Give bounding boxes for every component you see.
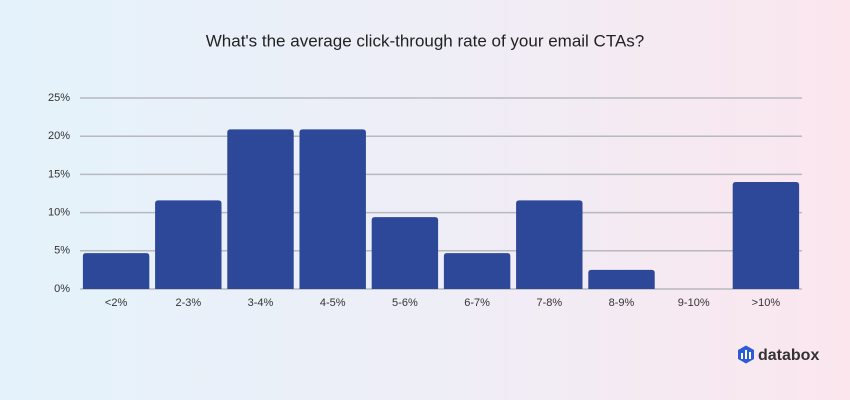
x-tick-label: 7-8% (536, 297, 562, 309)
logo (738, 345, 754, 364)
bar (516, 200, 583, 289)
bar (732, 182, 800, 289)
chart-title: What's the average click-through rate of… (206, 31, 645, 50)
x-tick-label: 3-4% (248, 297, 274, 309)
x-tick-label: 2-3% (175, 297, 201, 309)
x-tick-label: 4-5% (320, 297, 346, 309)
x-tick-label: >10% (752, 297, 781, 309)
watermark: databox (758, 347, 819, 364)
bar (227, 129, 294, 289)
x-tick-label: 8-9% (609, 297, 635, 309)
bar (82, 253, 150, 289)
bar (299, 129, 366, 289)
bar (155, 200, 222, 289)
y-tick-label: 5% (54, 245, 70, 257)
bar (443, 253, 511, 289)
x-tick-label: 6-7% (464, 297, 490, 309)
bar (371, 217, 439, 289)
y-tick-label: 0% (54, 283, 70, 295)
y-tick-label: 10% (48, 207, 70, 219)
x-tick-label: 9-10% (678, 297, 710, 309)
x-tick-label: 5-6% (392, 297, 418, 309)
bar (588, 269, 655, 289)
x-tick-label: <2% (105, 297, 128, 309)
y-tick-label: 20% (48, 130, 70, 142)
y-tick-label: 15% (48, 168, 70, 180)
y-tick-label: 25% (48, 92, 70, 104)
